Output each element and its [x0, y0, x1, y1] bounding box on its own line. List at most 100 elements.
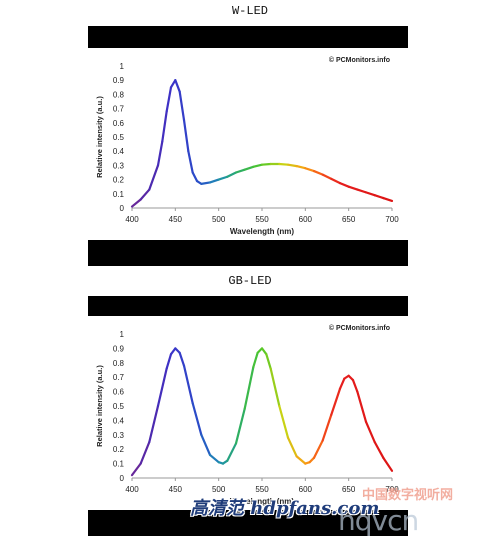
- chart-2-svg: 0 0.1 0.2 0.3 0.4 0.5 0.6 0.7 0.8 0.9 1 400 450 500 55…: [95, 324, 399, 506]
- chart-1-line-segment: [338, 182, 350, 188]
- chart-1-x-tick-label: 400: [125, 215, 139, 224]
- chart-2-line-segment: [178, 351, 186, 367]
- chart-2-credit: © PCMonitors.info: [329, 324, 390, 332]
- chart-1-line-segment: [330, 177, 342, 185]
- chart-1-x-tick-label: 600: [299, 215, 313, 224]
- chart-1-line-segment: [178, 90, 186, 122]
- chart-2-x-tick-label: 500: [212, 485, 226, 494]
- chart-1-series-line: [130, 79, 394, 208]
- chart-2-line-segment: [148, 404, 160, 444]
- chart-1-line-segment: [226, 171, 238, 178]
- site-logo-watermark: hqvcn: [338, 504, 419, 537]
- chart-1-line-segment: [364, 191, 376, 197]
- chart-1-y-tick-label: 0.8: [113, 90, 125, 99]
- chart-1-y-tick-label: 0.3: [113, 161, 125, 170]
- chart-1-line-segment: [200, 181, 212, 185]
- chart-2-heading: GB-LED: [228, 274, 272, 288]
- chart-2-line-segment: [356, 390, 368, 423]
- chart-2-y-tick-label: 0.5: [113, 402, 125, 411]
- chart-2-y-tick-label: 0.1: [113, 460, 125, 469]
- chart-1-line-segment: [382, 196, 394, 202]
- chart-2-y-tick-label: 1: [120, 330, 125, 339]
- chart-2-line-segment: [243, 366, 255, 410]
- chart-1-line-segment: [347, 185, 359, 191]
- chart-2-line-segment: [382, 456, 394, 472]
- chart-1-line-segment: [373, 194, 385, 200]
- chart-2-x-tick-label: 400: [125, 485, 139, 494]
- chart-2-line-segment: [278, 404, 290, 439]
- chart-2-line-segment: [269, 367, 281, 408]
- chart-2-line-segment: [373, 440, 385, 459]
- chart-1-y-tick-label: 0.4: [113, 147, 125, 156]
- chart-2-line-segment: [156, 367, 168, 408]
- chart-1-y-axis-label: Relative intensity (a.u.): [95, 96, 104, 178]
- chart-2-y-tick-label: 0.7: [113, 373, 125, 382]
- chart-1-y-tick-label: 0: [120, 204, 125, 213]
- chart-2-x-tick-label: 650: [342, 485, 356, 494]
- chart-2-y-tick-label: 0.3: [113, 431, 125, 440]
- chart-2-x-tick-label: 450: [169, 485, 183, 494]
- chart-2-line-segment: [364, 420, 376, 444]
- chart-2-series-line: [130, 347, 394, 477]
- chart-1-line-segment: [234, 168, 246, 174]
- chart-1-line-segment: [321, 173, 333, 180]
- chart-2-x-tick-label: 550: [255, 485, 269, 494]
- chart-2-line-segment: [312, 439, 324, 459]
- cn-site-watermark: 中国数字视听网: [362, 488, 454, 503]
- chart-1-line-segment: [191, 171, 199, 183]
- chart-2-line-segment: [208, 453, 220, 464]
- chart-1-line-segment: [252, 163, 264, 168]
- chart-2-line-segment: [260, 347, 268, 356]
- chart-1-line-segment: [278, 162, 290, 166]
- chart-1-line-segment: [187, 150, 194, 174]
- chart-2-line-segment: [338, 377, 346, 390]
- chart-2-x-tick-label: 700: [385, 485, 399, 494]
- chart-1-line-segment: [217, 175, 229, 181]
- chart-2-y-tick-label: 0.9: [113, 344, 125, 353]
- chart-2-plot-area: 0 0.1 0.2 0.3 0.4 0.5 0.6 0.7 0.8 0.9 1 400 450 500 55…: [88, 316, 408, 510]
- chart-1-line-segment: [182, 118, 190, 153]
- chart-1-line-segment: [139, 188, 151, 201]
- chart-1-svg: 0 0.1 0.2 0.3 0.4 0.5 0.6 0.7 0.8 0.9 1 400 450 500 55…: [95, 56, 399, 236]
- chart-2-line-segment: [130, 462, 142, 477]
- chart-1-y-tick-label: 0.1: [113, 190, 125, 199]
- chart-1-x-tick-label: 700: [385, 215, 399, 224]
- chart-1-plot-area: 0 0.1 0.2 0.3 0.4 0.5 0.6 0.7 0.8 0.9 1 400 450 500 55…: [88, 48, 408, 240]
- chart-2-line-segment: [169, 347, 177, 356]
- chart-1-line-segment: [260, 162, 272, 166]
- chart-1-line-segment: [304, 167, 316, 173]
- chart-1-x-tick-label: 450: [169, 215, 183, 224]
- chart-2-line-segment: [226, 442, 238, 462]
- chart-1-x-tick-label: 500: [212, 215, 226, 224]
- chart-2-line-segment: [286, 436, 298, 458]
- chart-2-y-tick-label: 0.4: [113, 416, 125, 425]
- chart-1-line-segment: [243, 165, 255, 171]
- chart-1-line-segment: [161, 110, 168, 143]
- chart-1-line-segment: [165, 86, 173, 113]
- chart-2-line-segment: [252, 351, 259, 369]
- chart-1-line-segment: [208, 178, 220, 184]
- chart-1-line-segment: [174, 79, 181, 93]
- chart-1-x-tick-label: 650: [342, 215, 356, 224]
- chart-1-y-tick-label: 0.5: [113, 133, 125, 142]
- chart-2-line-segment: [234, 407, 246, 445]
- chart-1-x-axis-label: Wavelength (nm): [230, 227, 294, 236]
- chart-2-line-segment: [265, 353, 272, 370]
- chart-2-line-segment: [165, 353, 173, 370]
- hdpfans-watermark: 高清范 hdpfans.com: [190, 498, 380, 519]
- chart-1-line-segment: [286, 163, 298, 168]
- chart-2-panel: 0 0.1 0.2 0.3 0.4 0.5 0.6 0.7 0.8 0.9 1 400 450 500 55…: [88, 296, 408, 536]
- chart-1-line-segment: [295, 165, 307, 170]
- chart-2-line-segment: [321, 413, 333, 442]
- chart-2-line-segment: [330, 387, 342, 416]
- chart-1-x-tick-label: 550: [255, 215, 269, 224]
- chart-2-y-axis-label: Relative intensity (a.u.): [95, 365, 104, 447]
- chart-1-y-tick-label: 0.9: [113, 76, 125, 85]
- chart-2-line-segment: [139, 440, 151, 465]
- chart-2-x-tick-label: 600: [299, 485, 313, 494]
- chart-2-line-segment: [182, 364, 194, 405]
- chart-1-y-tick-label: 0.7: [113, 105, 125, 114]
- chart-1-heading: W-LED: [231, 4, 268, 18]
- chart-2-line-segment: [295, 455, 307, 465]
- chart-1-line-segment: [148, 164, 160, 191]
